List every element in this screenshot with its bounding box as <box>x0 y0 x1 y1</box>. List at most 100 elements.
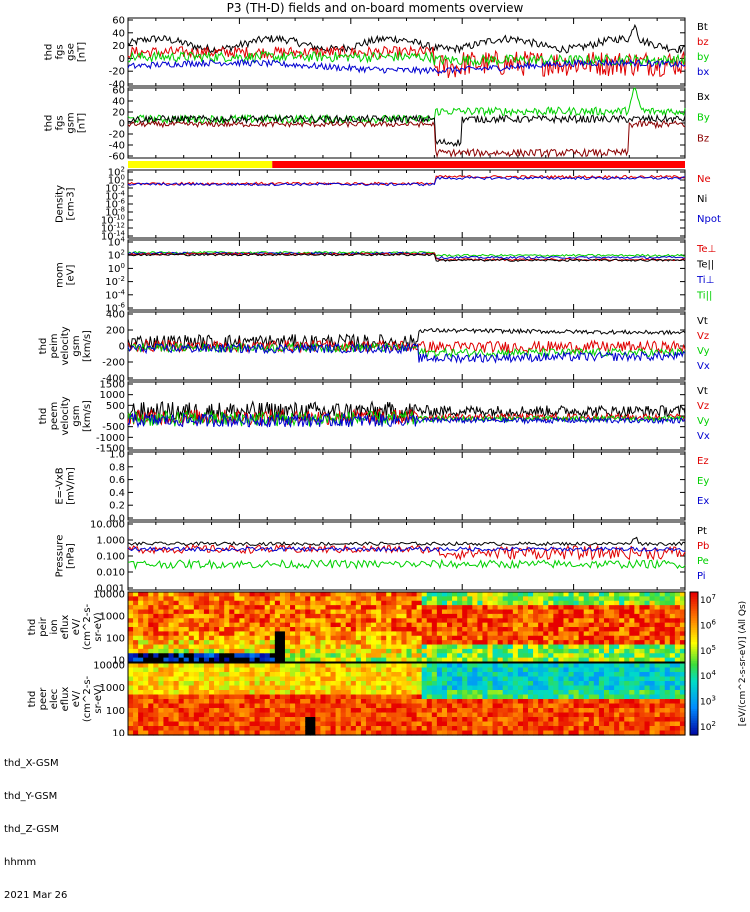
ion-spectrogram-ylabel-line: eV/ <box>71 618 82 635</box>
ion-spectrogram-cell <box>173 657 180 663</box>
electron-spectrogram-cell <box>447 726 453 732</box>
electron-spectrogram-cell <box>153 721 159 727</box>
electron-spectrogram-cell <box>472 663 478 669</box>
ion-spectrogram-cell <box>138 627 144 632</box>
ion-spectrogram-cell <box>497 657 504 663</box>
ion-spectrogram-cell <box>426 644 433 650</box>
ion-spectrogram-cell <box>396 644 403 650</box>
electron-spectrogram-cell <box>522 667 529 673</box>
electron-spectrogram-cell <box>290 717 296 723</box>
electron-spectrogram-cell <box>401 672 408 678</box>
ion-spectrogram-cell <box>224 596 230 602</box>
ion-spectrogram-cell <box>138 631 144 637</box>
electron-spectrogram-cell <box>320 712 327 718</box>
ion-spectrogram-cell <box>264 648 271 654</box>
ion-spectrogram-cell <box>426 596 433 602</box>
electron-spectrogram-cell <box>603 708 610 714</box>
electron-spectrogram-cell <box>674 685 681 691</box>
ion-spectrogram-cell <box>335 609 342 615</box>
ion-spectrogram-cell <box>619 635 625 641</box>
ion-spectrogram-cell <box>517 622 524 628</box>
ion-spectrogram-cell <box>548 605 554 611</box>
electron-spectrogram-cell <box>315 721 322 727</box>
electron-spectrogram-cell <box>558 681 565 687</box>
ion-spectrogram-cell <box>639 596 646 602</box>
electron-spectrogram-cell <box>239 672 246 678</box>
ion-spectrogram-cell <box>411 648 418 654</box>
electron-spectrogram-cell <box>472 672 478 678</box>
electron-spectrogram-cell <box>588 717 595 723</box>
ion-spectrogram-cell <box>168 613 175 619</box>
ion-spectrogram-cell <box>274 644 281 650</box>
electron-spectrogram-cell <box>360 717 367 723</box>
electron-spectrogram-cell <box>335 712 342 718</box>
ion-spectrogram-cell <box>669 657 676 663</box>
electron-spectrogram-cell <box>153 712 159 718</box>
electron-spectrogram-cell <box>644 681 651 687</box>
ion-spectrogram-cell <box>553 613 560 619</box>
ion-spectrogram-cell <box>411 653 418 659</box>
electron-spectrogram-cell <box>386 667 392 673</box>
electron-spectrogram-cell <box>543 694 549 700</box>
electron-spectrogram-cell <box>148 699 154 705</box>
electron-spectrogram-cell <box>148 730 154 736</box>
ion-spectrogram-cell <box>259 618 266 624</box>
electron-spectrogram-cell <box>274 667 281 673</box>
electron-spectrogram-cell <box>492 726 499 732</box>
ion-spectrogram-cell <box>386 644 392 650</box>
electron-spectrogram-cell <box>376 690 382 696</box>
electron-spectrogram-cell <box>639 667 646 673</box>
ion-spectrogram-cell <box>568 648 575 654</box>
electron-spectrogram-cell <box>679 663 686 669</box>
electron-spectrogram-cell <box>669 730 676 736</box>
ion-spectrogram-cell <box>609 631 615 637</box>
colorbar-cell <box>690 711 698 715</box>
ion-spectrogram-cell <box>290 631 296 637</box>
electron-spectrogram-cell <box>284 672 291 678</box>
ion-spectrogram-cell <box>457 627 463 632</box>
ion-spectrogram-cell <box>568 653 575 659</box>
electron-spectrogram-cell <box>143 681 149 687</box>
ion-spectrogram-cell <box>573 640 580 646</box>
electron-spectrogram-cell <box>376 721 382 727</box>
ion-spectrogram-cell <box>578 653 585 659</box>
electron-spectrogram-cell <box>335 663 342 669</box>
ion-spectrogram-cell <box>482 657 489 663</box>
ion-spectrogram-cell <box>588 622 595 628</box>
electron-spectrogram-cell <box>629 663 635 669</box>
ion-spectrogram-cell <box>305 613 311 619</box>
ion-spectrogram-cell <box>568 613 575 619</box>
electron-spectrogram-cell <box>178 690 185 696</box>
ion-spectrogram-cell <box>406 640 413 646</box>
electron-spectrogram-cell <box>507 699 514 705</box>
electron-spectrogram-cell <box>234 699 240 705</box>
ion-spectrogram-cell <box>497 613 504 619</box>
ion-spectrogram-cell <box>355 622 362 628</box>
ion-spectrogram-cell <box>325 653 332 659</box>
ion-spectrogram-cell <box>548 657 554 663</box>
ion-spectrogram-cell <box>619 644 625 650</box>
electron-spectrogram-cell <box>502 726 509 732</box>
electron-spectrogram-cell <box>178 703 185 709</box>
ion-spectrogram-cell <box>634 644 641 650</box>
ion-spectrogram-cell <box>284 644 291 650</box>
electron-spectrogram-cell <box>365 694 372 700</box>
ion-spectrogram-cell <box>492 609 499 615</box>
electron-spectrogram-cell <box>548 672 554 678</box>
ion-spectrogram-cell <box>254 653 261 659</box>
ion-spectrogram-cell <box>472 613 478 619</box>
electron-spectrogram-cell <box>284 726 291 732</box>
electron-spectrogram-cell <box>133 712 139 718</box>
electron-spectrogram-cell <box>573 663 580 669</box>
electron-spectrogram-cell <box>198 699 205 705</box>
ion-spectrogram-cell <box>350 592 357 597</box>
electron-spectrogram-cell <box>396 667 403 673</box>
ion-spectrogram-cell <box>229 631 235 637</box>
electron-spectrogram-ylabel-line: peer <box>38 687 49 711</box>
electron-spectrogram-cell <box>548 681 554 687</box>
ion-spectrogram-cell <box>487 622 494 628</box>
ion-spectrogram-cell <box>183 640 190 646</box>
ion-spectrogram-cell <box>603 648 610 654</box>
